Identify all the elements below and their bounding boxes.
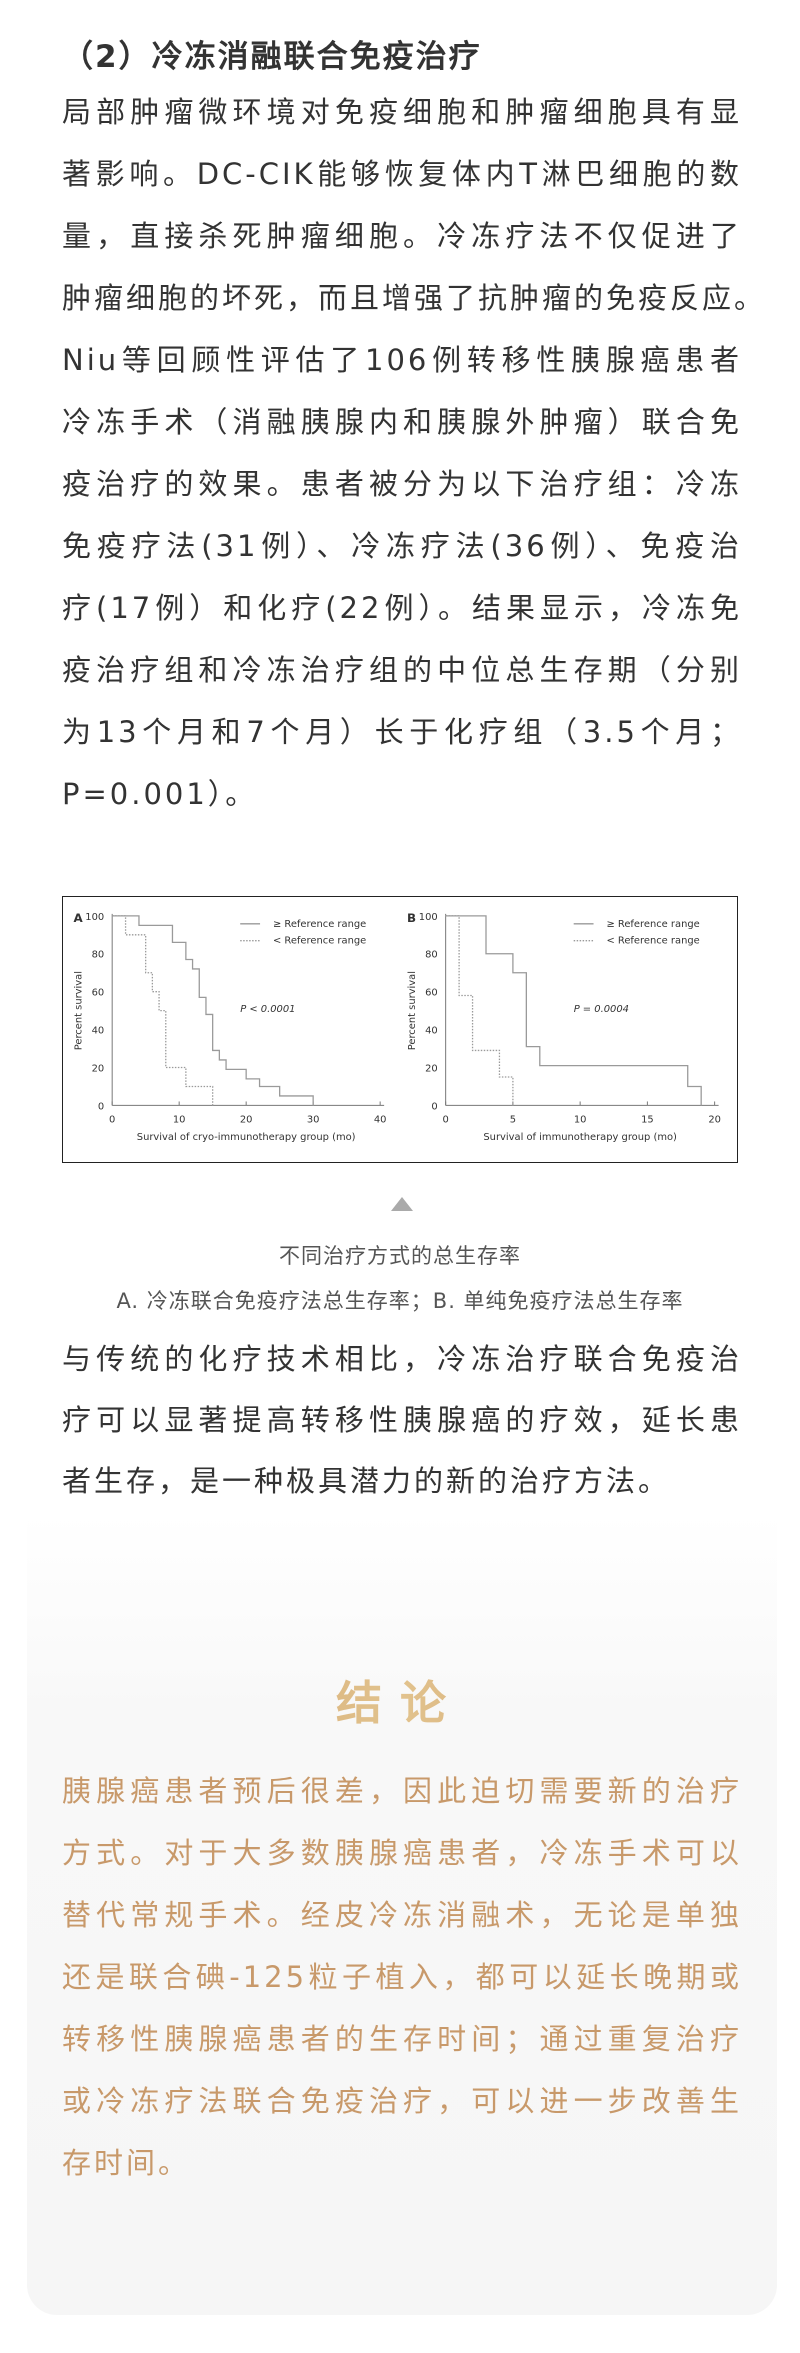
y-tick-label: 100: [419, 912, 438, 923]
text-line: 疗(17例）和化疗(22例）。结果显示，冷冻免: [62, 591, 742, 625]
text-line: 方式。对于大多数胰腺癌患者，冷冻手术可以: [62, 1836, 742, 1870]
conclusion-card: [27, 1514, 777, 2315]
text-line: 肿瘤细胞的坏死，而且增强了抗肿瘤的免疫反应。: [62, 281, 767, 315]
text-line: 著影响。DC-CIK能够恢复体内T淋巴细胞的数: [62, 157, 742, 191]
text-line: 免疫疗法(31例）、冷冻疗法(36例）、免疫治: [62, 529, 742, 563]
y-tick-label: 20: [425, 1063, 438, 1074]
survival-curve-solid: [112, 915, 314, 1106]
conclusion-text: 胰腺癌患者预后很差，因此迫切需要新的治疗 方式。对于大多数胰腺癌患者，冷冻手术可以…: [62, 1760, 742, 2194]
x-axis-label: Survival of immunotherapy group (mo): [483, 1132, 677, 1143]
text-line: 疫治疗组和冷冻治疗组的中位总生存期（分别: [62, 653, 742, 687]
figure-caption-title: 不同治疗方式的总生存率: [279, 1244, 521, 1268]
y-tick-label: 40: [425, 1026, 438, 1037]
y-axis-label: Percent survival: [73, 971, 84, 1050]
survival-curve-solid: [445, 915, 702, 1106]
x-tick-label: 20: [240, 1114, 253, 1125]
legend-label: < Reference range: [273, 936, 366, 947]
survival-figure: 0 10 20 30 40 0 20 40 60 80 100 Survival of cryo-im…: [62, 896, 738, 1163]
x-tick-label: 10: [173, 1114, 186, 1125]
text-line: 量，直接杀死肿瘤细胞。冷冻疗法不仅促进了: [62, 219, 742, 253]
paragraph-body: 局部肿瘤微环境对免疫细胞和肿瘤细胞具有显 著影响。DC-CIK能够恢复体内T淋巴细…: [62, 81, 767, 825]
text-line: 替代常规手术。经皮冷冻消融术，无论是单独: [62, 1898, 742, 1932]
panel-label: A: [73, 911, 83, 925]
survival-curve-dotted: [445, 915, 514, 1106]
section-heading: （2）冷冻消融联合免疫治疗: [62, 39, 482, 75]
x-tick-label: 0: [442, 1114, 448, 1125]
y-tick-label: 80: [92, 950, 105, 961]
x-tick-label: 20: [708, 1114, 721, 1125]
y-tick-label: 60: [425, 988, 438, 999]
y-tick-label: 0: [431, 1101, 437, 1112]
text-line: 疗可以显著提高转移性胰腺癌的疗效，延长患: [62, 1403, 742, 1437]
text-line: 还是联合碘-125粒子植入，都可以延长晚期或: [62, 1960, 742, 1994]
text-line: 冷冻手术（消融胰腺内和胰腺外肿瘤）联合免: [62, 405, 742, 439]
legend-label: < Reference range: [606, 936, 699, 947]
legend-label: ≥ Reference range: [273, 919, 366, 930]
text-line: P=0.001）。: [62, 777, 258, 811]
text-line: 胰腺癌患者预后很差，因此迫切需要新的治疗: [62, 1774, 742, 1808]
text-line: 转移性胰腺癌患者的生存时间；通过重复治疗: [62, 2022, 742, 2056]
y-tick-label: 0: [98, 1101, 104, 1112]
figure-caption-subtitle: A. 冷冻联合免疫疗法总生存率；B. 单纯免疫疗法总生存率: [116, 1289, 684, 1313]
x-tick-label: 15: [641, 1114, 654, 1125]
x-tick-label: 30: [307, 1114, 320, 1125]
triangle-up-icon: [391, 1197, 413, 1211]
text-line: 为13个月和7个月）长于化疗组（3.5个月；: [62, 715, 742, 749]
conclusion-title: 结论: [0, 1672, 800, 1734]
survival-curve-dotted: [112, 915, 214, 1106]
p-value-annotation: P < 0.0001: [240, 1004, 295, 1015]
y-tick-label: 20: [92, 1063, 105, 1074]
x-tick-label: 0: [109, 1114, 115, 1125]
x-tick-label: 10: [574, 1114, 587, 1125]
paragraph-summary: 与传统的化疗技术相比，冷冻治疗联合免疫治 疗可以显著提高转移性胰腺癌的疗效，延长患…: [62, 1329, 742, 1512]
text-line: 局部肿瘤微环境对免疫细胞和肿瘤细胞具有显: [62, 95, 742, 129]
y-tick-label: 100: [85, 912, 104, 923]
x-tick-label: 40: [374, 1114, 387, 1125]
y-axis-label: Percent survival: [407, 971, 418, 1050]
y-tick-label: 60: [92, 988, 105, 999]
text-line: 或冷冻疗法联合免疫治疗，可以进一步改善生: [62, 2084, 742, 2118]
text-line: 存时间。: [62, 2146, 191, 2180]
x-tick-label: 5: [510, 1114, 516, 1125]
text-line: 者生存，是一种极具潜力的新的治疗方法。: [62, 1464, 671, 1498]
p-value-annotation: P = 0.0004: [574, 1004, 629, 1015]
panel-label: B: [407, 911, 416, 925]
y-tick-label: 80: [425, 950, 438, 961]
x-axis-label: Survival of cryo-immunotherapy group (mo…: [137, 1132, 356, 1143]
text-line: 与传统的化疗技术相比，冷冻治疗联合免疫治: [62, 1342, 742, 1376]
y-tick-label: 40: [92, 1026, 105, 1037]
text-line: Niu等回顾性评估了106例转移性胰腺癌患者: [62, 343, 742, 377]
legend-label: ≥ Reference range: [606, 919, 699, 930]
text-line: 疫治疗的效果。患者被分为以下治疗组：冷冻: [62, 467, 742, 501]
